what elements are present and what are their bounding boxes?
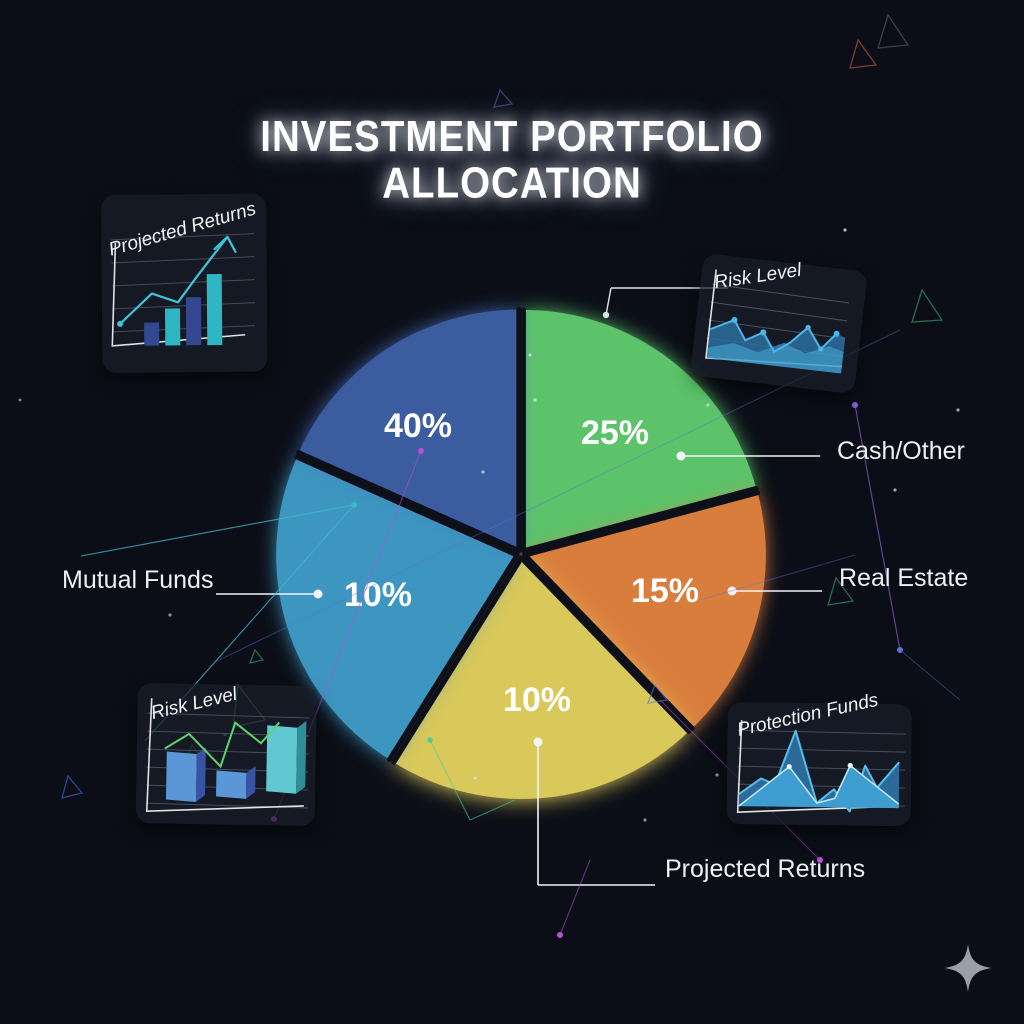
- svg-text:25%: 25%: [581, 414, 649, 452]
- svg-text:40%: 40%: [384, 407, 452, 445]
- svg-text:10%: 10%: [503, 681, 571, 719]
- svg-text:15%: 15%: [631, 572, 699, 610]
